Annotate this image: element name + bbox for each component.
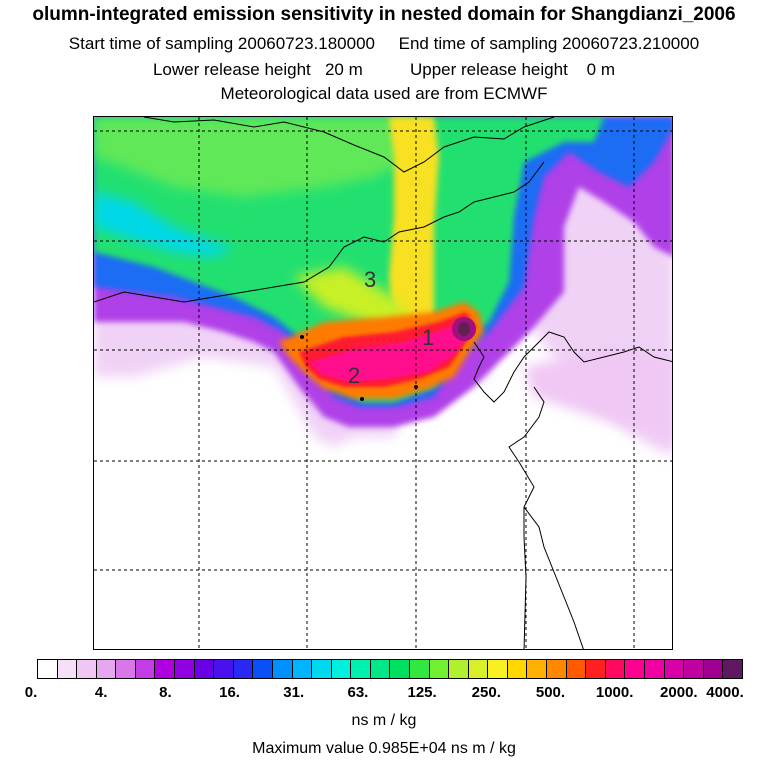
- color-scale-tick-label: 125.: [407, 684, 437, 701]
- color-scale-segment: [468, 660, 489, 678]
- color-scale-segment: [155, 660, 176, 678]
- map-graphic: [94, 117, 672, 649]
- color-scale-tick-label: 1000.: [595, 684, 634, 701]
- color-scale-segment: [96, 660, 117, 678]
- region-label-1: 1: [422, 325, 435, 350]
- color-scale-segment: [233, 660, 254, 678]
- color-scale-tick-label: 63.: [347, 684, 369, 701]
- color-scale-segment: [77, 660, 97, 678]
- color-scale-segment: [370, 660, 391, 678]
- color-scale-segment: [488, 660, 508, 678]
- color-scale-segment: [547, 660, 567, 678]
- color-scale-segment: [390, 660, 410, 678]
- color-scale-segment: [57, 660, 78, 678]
- color-scale-tick-label: 4000.: [706, 684, 744, 701]
- color-scale-tick-label: 500.: [535, 684, 566, 701]
- plume-field: [94, 117, 672, 456]
- color-scale-segment: [292, 660, 313, 678]
- color-scale-bar: [37, 659, 743, 679]
- lat-lon-grid: [94, 117, 672, 649]
- color-scale-segment: [116, 660, 136, 678]
- coastlines: [94, 117, 672, 649]
- color-scale-segment: [429, 660, 450, 678]
- color-scale-segment: [507, 660, 528, 678]
- sensitivity-map: 1 2 3: [93, 116, 673, 650]
- station-marker: [300, 335, 304, 339]
- color-scale-segment: [194, 660, 215, 678]
- color-scale-segment: [605, 660, 626, 678]
- color-scale-segment: [253, 660, 273, 678]
- color-scale-tick-label: 250.: [471, 684, 501, 701]
- station-marker: [414, 385, 418, 389]
- color-scale-tick-label: 4.: [94, 684, 108, 701]
- color-scale-tick-label: 16.: [219, 684, 240, 701]
- release-heights: Lower release height 20 m Upper release …: [152, 60, 616, 79]
- color-scale-tick-label: 2000.: [660, 684, 698, 701]
- color-scale-segment: [449, 660, 469, 678]
- color-scale-tick-label: 0.: [24, 684, 38, 701]
- color-scale-segment: [135, 660, 156, 678]
- color-scale-segment: [331, 660, 352, 678]
- station-markers: [300, 335, 418, 401]
- color-scale-segment: [625, 660, 645, 678]
- color-scale-segment: [586, 660, 606, 678]
- map-title: olumn-integrated emission sensitivity in…: [32, 4, 736, 25]
- color-scale-segment: [272, 660, 293, 678]
- color-scale-segment: [175, 660, 195, 678]
- met-data-source: Meteorological data used are from ECMWF: [220, 84, 548, 103]
- color-scale-tick-label: 31.: [283, 684, 305, 701]
- color-scale-segment: [214, 660, 234, 678]
- color-scale-segment: [664, 660, 685, 678]
- color-scale-segment: [351, 660, 371, 678]
- region-label-2: 2: [348, 363, 361, 388]
- color-scale-segment: [723, 660, 742, 678]
- color-scale-segment: [644, 660, 665, 678]
- color-scale-segment: [527, 660, 548, 678]
- sampling-times: Start time of sampling 20060723.180000 E…: [68, 34, 700, 53]
- color-scale-segment: [38, 660, 58, 678]
- color-scale-segment: [703, 660, 724, 678]
- region-label-3: 3: [364, 267, 377, 292]
- color-scale-segment: [684, 660, 704, 678]
- color-scale-segment: [409, 660, 430, 678]
- maximum-value: Maximum value 0.985E+04 ns m / kg: [252, 740, 516, 757]
- scale-unit: ns m / kg: [351, 712, 417, 729]
- station-marker: [360, 397, 364, 401]
- color-scale-segment: [312, 660, 332, 678]
- color-scale-tick-label: 8.: [159, 684, 172, 701]
- color-scale-segment: [566, 660, 587, 678]
